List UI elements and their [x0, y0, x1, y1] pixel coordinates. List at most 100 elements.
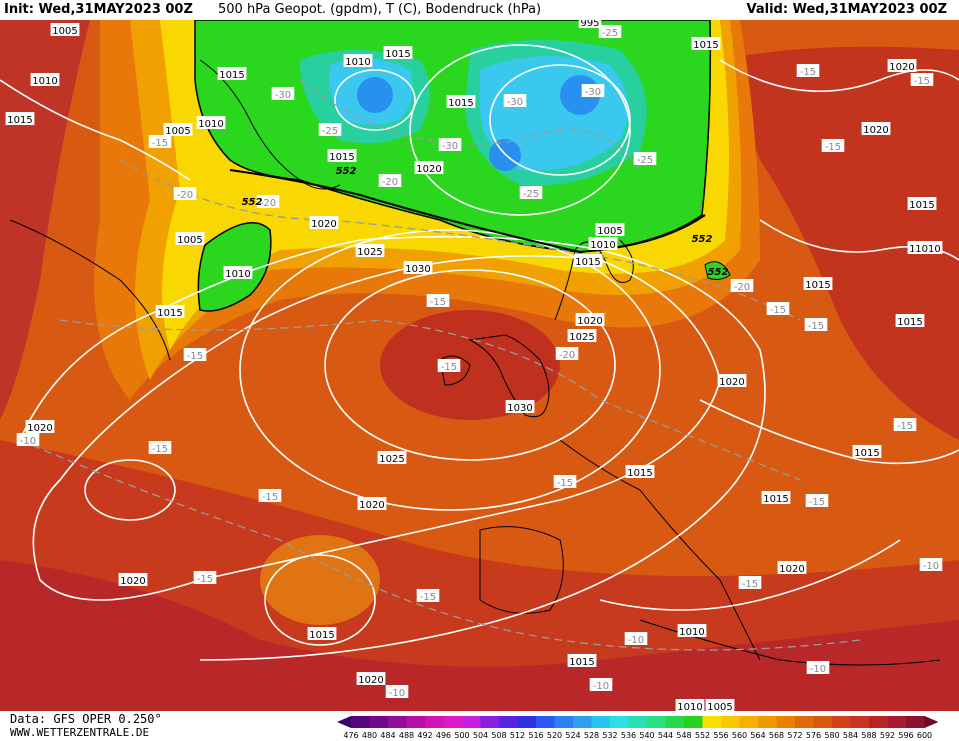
isobar-east-south [699, 399, 959, 465]
scale-label: 540 [639, 731, 654, 740]
geopotential-label: 552 [336, 166, 357, 177]
isobar-label: 995 [578, 20, 602, 29]
isobar-label-text: 1020 [779, 564, 804, 575]
isobar-label-text: 995 [580, 20, 599, 29]
temperature-label: -15 [805, 494, 829, 508]
isobar-1010-low-west [334, 69, 416, 131]
scale-swatch [813, 716, 832, 728]
scale-label: 480 [362, 731, 377, 740]
scale-swatch [776, 716, 795, 728]
isobar-label-text: 1015 [575, 257, 600, 268]
temperature-label: -15 [910, 73, 934, 87]
temperature-label: -10 [385, 685, 409, 699]
temperature-label: -15 [258, 489, 282, 503]
isobar-label: 1005 [705, 699, 735, 711]
scale-swatch [591, 716, 610, 728]
temperature-label: -20 [555, 347, 579, 361]
isobar-label: 1015 [895, 314, 925, 328]
scale-arrow-left [337, 716, 351, 728]
isobar-label: 1015 [327, 149, 357, 163]
north-america-coast [9, 219, 171, 361]
scale-swatch [499, 716, 518, 728]
isobar-1015 [19, 235, 766, 661]
great-britain [468, 334, 550, 418]
isobar-label: 1030 [505, 400, 535, 414]
isobar-label-text: 1025 [569, 332, 594, 343]
temperature-label: -15 [893, 418, 917, 432]
temperature-label: -20 [730, 279, 754, 293]
isobar-label-text: 1015 [448, 98, 473, 109]
isobar-label-text: 1010 [345, 57, 370, 68]
isobar-label-text: 1015 [763, 494, 788, 505]
temperature-label: -25 [318, 123, 342, 137]
temperature-label-text: -15 [809, 497, 825, 508]
temperature-label-text: -15 [420, 592, 436, 603]
temperature-label-text: -30 [275, 90, 291, 101]
temperature-label: -30 [581, 84, 605, 98]
scale-label: 572 [787, 731, 802, 740]
isobar-label: 1015 [5, 112, 35, 126]
field-south-hot [0, 560, 959, 711]
isobar-label: 1015 [573, 254, 603, 268]
scale-label: 476 [343, 731, 358, 740]
isobar-label-text: 1025 [379, 454, 404, 465]
temperature-label-text: -15 [897, 421, 913, 432]
scandinavia-coast [554, 239, 634, 321]
field-blue-west [357, 77, 393, 113]
scale-label: 564 [750, 731, 765, 740]
greenland-coast [199, 59, 341, 190]
temperature-label: -25 [598, 25, 622, 39]
temperature-label: -30 [503, 94, 527, 108]
temperature-label-text: -15 [430, 297, 446, 308]
temperature-label-text: -10 [810, 664, 826, 675]
scale-label: 516 [528, 731, 543, 740]
temperature-label: -15 [148, 135, 172, 149]
isobar-label-text: 1020 [27, 423, 52, 434]
isobar-label: 1015 [383, 46, 413, 60]
scale-label: 500 [454, 731, 469, 740]
temperature-label-text: -15 [441, 362, 457, 373]
weather-map: 1005 1010 1015 1015 1005 1010 1010 1015 1015 1015… [0, 20, 959, 711]
isobar-label-text: 1005 [165, 126, 190, 137]
isobar-label-text: 1015 [329, 152, 354, 163]
temperature-label-text: -15 [152, 444, 168, 455]
labels-layer: 1005 1010 1015 1015 1005 1010 1010 1015 1015 1015… [5, 20, 943, 711]
temperature-label-text: -15 [262, 492, 278, 503]
geo-552-main [229, 169, 706, 254]
scale-swatch [536, 716, 555, 728]
isobar-label-text: 1010 [32, 76, 57, 87]
scale-swatch [906, 716, 925, 728]
isobar-label-text: 1020 [719, 377, 744, 388]
temperature-label: -10 [589, 678, 613, 692]
temperature-label-text: -15 [187, 351, 203, 362]
isobar-label-text: 1015 [897, 317, 922, 328]
footer: Data: GFS OPER 0.250° WWW.WETTERZENTRALE… [0, 711, 959, 741]
temperature-label-text: -20 [559, 350, 575, 361]
scale-swatch [684, 716, 703, 728]
temperature-label-text: -25 [523, 189, 539, 200]
scale-label: 532 [602, 731, 617, 740]
temperature-label-text: -20 [734, 282, 750, 293]
scale-swatch [721, 716, 740, 728]
scale-label: 588 [861, 731, 876, 740]
temperature-label: -15 [553, 475, 577, 489]
isobar-label: 1010 [223, 266, 253, 280]
isobar-label: 1020 [25, 420, 55, 434]
isobar-label-text: 1005 [597, 226, 622, 237]
temperature-label-text: -20 [382, 177, 398, 188]
scale-swatch [480, 716, 499, 728]
temperature-label-text: -10 [593, 681, 609, 692]
temperature-label: -15 [193, 571, 217, 585]
scale-swatch [869, 716, 888, 728]
temperature-label: -10 [806, 661, 830, 675]
scale-swatch [702, 716, 721, 728]
isobar-label-text: 1015 [854, 448, 879, 459]
scale-label: 584 [843, 731, 858, 740]
temp-line-15 [59, 319, 801, 481]
isobar-label: 1015 [446, 95, 476, 109]
scale-swatch [443, 716, 462, 728]
scale-swatch [406, 716, 425, 728]
temperature-label: -15 [796, 64, 820, 78]
isobar-label: 1020 [575, 313, 605, 327]
isobar-label-text: 1015 [309, 630, 334, 641]
